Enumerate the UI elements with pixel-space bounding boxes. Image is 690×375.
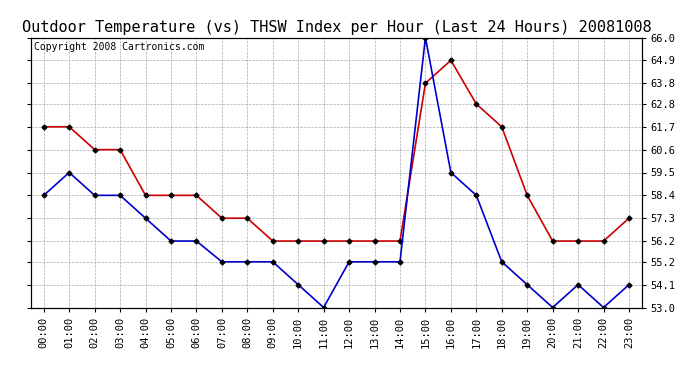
Text: Copyright 2008 Cartronics.com: Copyright 2008 Cartronics.com	[34, 42, 204, 51]
Title: Outdoor Temperature (vs) THSW Index per Hour (Last 24 Hours) 20081008: Outdoor Temperature (vs) THSW Index per …	[21, 20, 651, 35]
